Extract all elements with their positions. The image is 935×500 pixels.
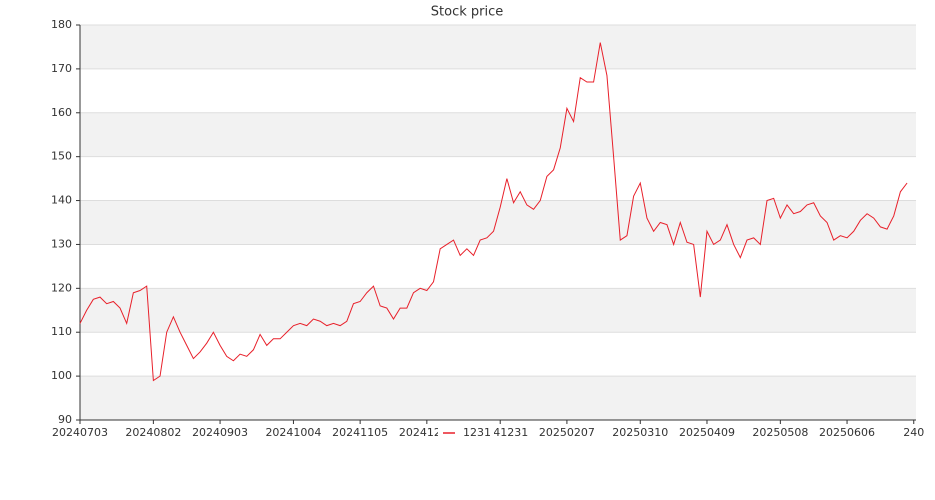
legend-label: 1231: [463, 426, 491, 439]
y-tick-label: 140: [51, 194, 72, 207]
x-tick-label: 20241105: [332, 426, 388, 439]
y-tick-label: 150: [51, 150, 72, 163]
x-tick-label: 20250508: [752, 426, 808, 439]
x-tick-label: 20250606: [819, 426, 875, 439]
x-tick-label: 20250310: [612, 426, 668, 439]
y-tick-label: 120: [51, 281, 72, 294]
y-tick-label: 160: [51, 106, 72, 119]
grid-band: [80, 112, 916, 157]
y-tick-label: 110: [51, 325, 72, 338]
grid-band: [80, 288, 916, 333]
legend-bg: [438, 425, 494, 441]
x-tick-label: 20240703: [52, 426, 108, 439]
y-tick-label: 180: [51, 18, 72, 31]
y-tick-label: 170: [51, 62, 72, 75]
x-tick-label: 20250409: [679, 426, 735, 439]
legend: 1231: [438, 425, 494, 441]
x-tick-label: 20241004: [265, 426, 321, 439]
grid-band: [80, 376, 916, 420]
chart-title: Stock price: [431, 5, 503, 20]
x-tick-label: 20240903: [192, 426, 248, 439]
grid-band: [80, 200, 916, 245]
line-series: [79, 42, 908, 382]
grid-band: [80, 25, 916, 69]
y-tick-label: 130: [51, 237, 72, 250]
y-tick-label: 100: [51, 369, 72, 382]
x-tick-label: 240: [903, 426, 924, 439]
x-tick-label: 20240802: [125, 426, 181, 439]
x-tick-label: 20250207: [539, 426, 595, 439]
y-tick-label: 90: [58, 413, 72, 426]
